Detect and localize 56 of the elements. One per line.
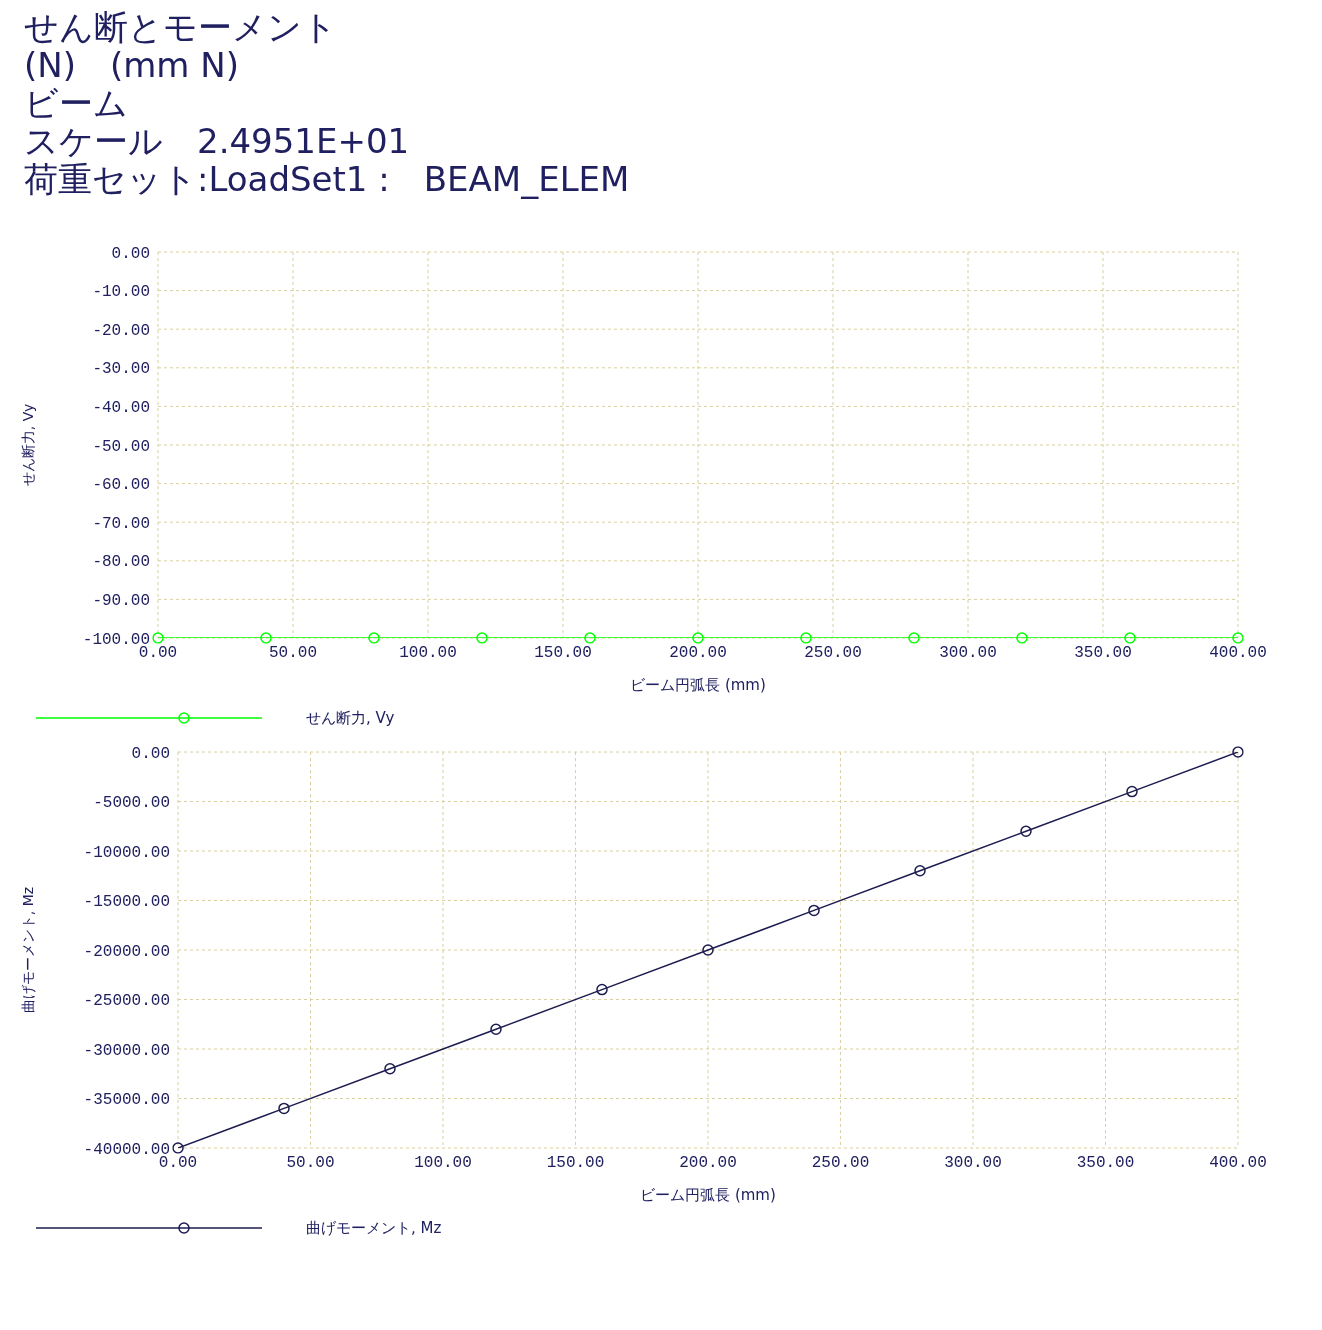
x-tick-label: 100.00 — [414, 1154, 472, 1173]
text: せん断力, Vy — [306, 708, 395, 728]
x-tick-label: 350.00 — [1076, 1154, 1135, 1173]
point — [490, 1023, 502, 1036]
point — [1020, 825, 1032, 838]
x-tick-label: 50.00 — [268, 644, 318, 663]
y-tick-label: -35000.00 — [83, 1091, 170, 1110]
x-tick-label: 200.00 — [669, 644, 727, 663]
x-tick-label: 300.00 — [944, 1154, 1002, 1173]
y-tick-label: -30000.00 — [83, 1042, 170, 1061]
y-tick-label: -90.00 — [92, 592, 150, 611]
text: 曲げモーメント, Mz — [306, 1218, 442, 1238]
text: スケール 2.4951E+01 — [24, 121, 411, 162]
point — [1232, 746, 1244, 759]
point — [1126, 786, 1138, 798]
point — [808, 905, 820, 917]
text: (N) (mm N) — [24, 45, 240, 86]
y-tick-label: -30.00 — [92, 360, 150, 379]
text: ビーム — [24, 83, 129, 124]
y-axis-title: せん断力, Vy — [19, 404, 36, 487]
y-tick-label: -70.00 — [92, 515, 150, 534]
y-tick-label: 0.00 — [131, 745, 170, 764]
x-tick-label: 50.00 — [286, 1154, 335, 1173]
x-tick-label: 250.00 — [804, 644, 862, 663]
x-tick-label: 200.00 — [679, 1154, 737, 1173]
x-tick-label: 400.00 — [1209, 1154, 1267, 1173]
point — [278, 1103, 290, 1115]
y-tick-label: -60.00 — [92, 476, 150, 495]
y-tick-label: -10.00 — [92, 283, 150, 302]
y-tick-label: -25000.00 — [83, 992, 170, 1011]
x-axis-title: ビーム円弧長 (mm) — [630, 676, 766, 695]
x-tick-label: 300.00 — [939, 644, 997, 663]
x-tick-label: 400.00 — [1209, 644, 1267, 663]
y-tick-label: -20000.00 — [83, 943, 170, 962]
point — [702, 944, 714, 957]
point — [596, 984, 608, 996]
x-tick-label: 250.00 — [811, 1154, 870, 1173]
chart-title: せん断とモーメント — [24, 7, 338, 47]
x-tick-label: 150.00 — [546, 1154, 605, 1173]
y-tick-label: -80.00 — [92, 553, 150, 572]
y-tick-label: -50.00 — [92, 438, 150, 457]
x-tick-label: 150.00 — [534, 644, 592, 663]
y-tick-label: -10000.00 — [83, 844, 170, 863]
y-tick-label: -5000.00 — [93, 794, 170, 813]
x-axis-title: ビーム円弧長 (mm) — [640, 1186, 776, 1205]
y-tick-label: -40.00 — [92, 399, 150, 418]
x-tick-label: 100.00 — [399, 644, 457, 663]
y-tick-label: -20.00 — [92, 322, 150, 341]
point — [172, 1142, 184, 1155]
y-tick-label: -15000.00 — [83, 893, 170, 912]
point — [914, 865, 926, 877]
y-axis-title: 曲げモーメント, Mz — [19, 887, 36, 1014]
x-tick-label: 350.00 — [1074, 644, 1132, 663]
text: 荷重セット:LoadSet1 : BEAM_ELEM — [24, 159, 631, 200]
point — [384, 1063, 396, 1075]
y-tick-label: 0.00 — [111, 245, 150, 264]
